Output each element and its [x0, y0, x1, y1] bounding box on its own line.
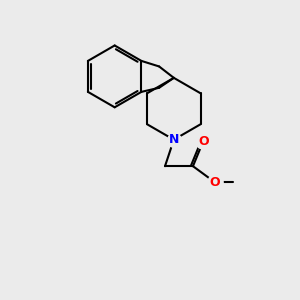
Text: O: O: [210, 176, 220, 189]
Text: N: N: [169, 133, 179, 146]
Text: O: O: [198, 135, 208, 148]
